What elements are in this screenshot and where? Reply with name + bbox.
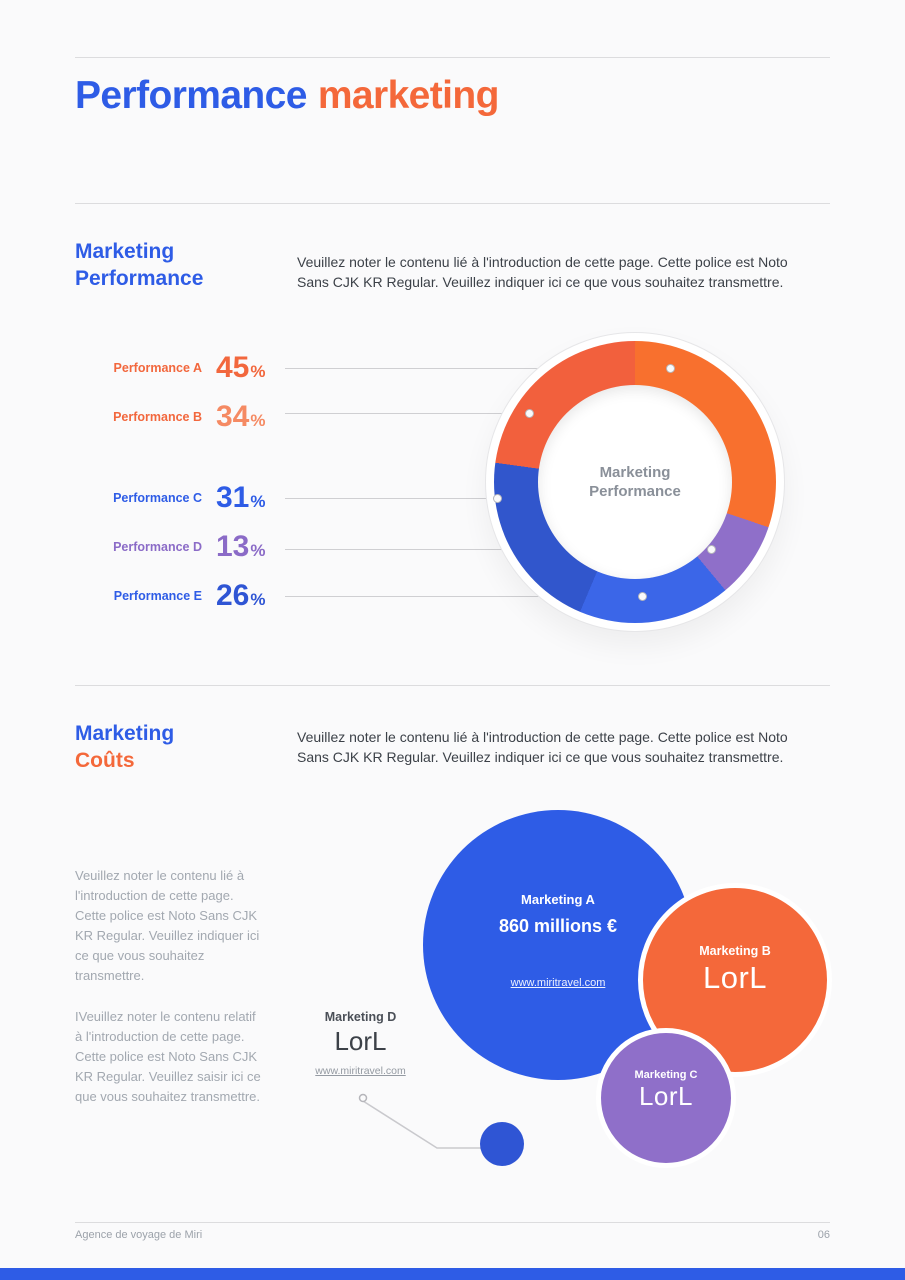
- costs-body-text: Veuillez noter le contenu lié à l'introd…: [75, 866, 261, 1107]
- bottom-accent-bar: [0, 1268, 905, 1280]
- leader-line-b: [285, 413, 529, 414]
- page-title-blue: Performance: [75, 74, 307, 117]
- bubble-value: LorL: [334, 1026, 387, 1056]
- bubble-marketing-c: Marketing C LorL: [596, 1028, 736, 1168]
- metric-performance-e: Performance E 26%: [75, 576, 280, 616]
- metric-value: 34%: [216, 400, 266, 433]
- miritravel-link[interactable]: www.miritravel.com: [315, 1065, 406, 1077]
- bubble-marketing-d-label-block: Marketing D LorL www.miritravel.com: [298, 1010, 423, 1079]
- section-divider: [75, 685, 830, 686]
- bubble-value: 860 millions €: [498, 916, 618, 936]
- metric-label: Performance E: [113, 589, 202, 603]
- leader-dot-e: [638, 592, 647, 601]
- metric-value: 26%: [216, 579, 266, 612]
- heading-line-2: Performance: [75, 267, 204, 290]
- costs-intro: Veuillez noter le contenu lié à l'introd…: [297, 729, 788, 765]
- metric-performance-a: Performance A 45%: [75, 348, 280, 388]
- title-rule: [75, 203, 830, 204]
- bubble-label: Marketing A: [521, 892, 595, 907]
- page-number: 06: [817, 1229, 830, 1241]
- bubble-label: Marketing D: [324, 1010, 397, 1024]
- metric-performance-d: Performance D 13%: [75, 527, 280, 567]
- section-heading-performance: Marketing Performance: [75, 238, 203, 292]
- leader-dot-b: [525, 409, 534, 418]
- heading-line-2: Coûts: [75, 749, 135, 772]
- body-paragraph-2: IVeuillez noter le contenu relatif à l'i…: [75, 1009, 261, 1104]
- heading-line-1: Marketing: [75, 240, 175, 263]
- metric-label: Performance B: [113, 410, 202, 424]
- bubble-value: LorL: [638, 1081, 694, 1111]
- donut-center-line-1: Marketing: [599, 464, 671, 481]
- performance-intro: Veuillez noter le contenu lié à l'introd…: [297, 254, 788, 290]
- miritravel-link[interactable]: www.miritravel.com: [510, 977, 606, 989]
- bubble-value: LorL: [702, 960, 768, 995]
- bubble-marketing-d-dot: [480, 1122, 524, 1166]
- metric-label: Performance C: [113, 491, 202, 505]
- page-title-orange: marketing: [317, 74, 500, 117]
- footer-company: Agence de voyage de Miri: [75, 1229, 203, 1241]
- leader-line-d: [285, 549, 711, 550]
- donut-center-line-2: Performance: [589, 483, 681, 500]
- bubble-label: Marketing B: [699, 944, 771, 958]
- leader-line-c: [285, 498, 497, 499]
- leader-dot-a: [666, 364, 675, 373]
- body-paragraph-1: Veuillez noter le contenu lié à l'introd…: [75, 868, 260, 983]
- section-heading-costs: Marketing Coûts: [75, 720, 174, 774]
- leader-dot-c: [493, 494, 502, 503]
- leader-dot-d: [707, 545, 716, 554]
- bubble-label: Marketing C: [634, 1069, 698, 1081]
- metric-value: 31%: [216, 481, 266, 514]
- metric-value: 45%: [216, 351, 266, 384]
- leader-line-a: [285, 368, 670, 369]
- donut-center-label: Marketing Performance: [538, 385, 732, 579]
- metric-performance-b: Performance B 34%: [75, 397, 280, 437]
- top-rule: [75, 57, 830, 58]
- metric-label: Performance D: [113, 540, 202, 554]
- metric-label: Performance A: [113, 361, 202, 375]
- metric-value: 13%: [216, 530, 266, 563]
- metric-performance-c: Performance C 31%: [75, 478, 280, 518]
- leader-line-e: [285, 596, 642, 597]
- page-title: Performance marketing: [75, 74, 499, 118]
- footer-rule: [75, 1222, 830, 1223]
- heading-line-1: Marketing: [75, 722, 175, 745]
